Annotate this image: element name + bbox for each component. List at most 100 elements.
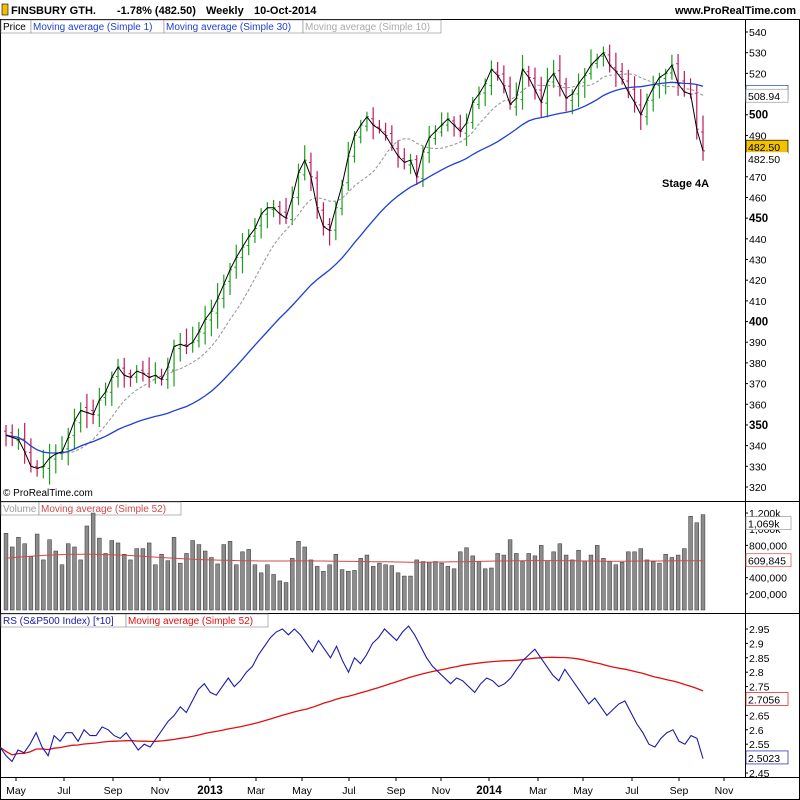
header-site[interactable]: www.ProRealTime.com: [674, 5, 796, 17]
volume-bar: [78, 559, 83, 611]
volume-bar: [178, 562, 183, 611]
rs-label-box: [745, 750, 789, 765]
y-tick-label: 320: [749, 482, 767, 494]
header-period: Weekly: [206, 5, 245, 17]
y-tick-label: 2.8: [749, 667, 764, 679]
volume-bar: [290, 558, 295, 611]
ma10-line: [5, 73, 704, 454]
volume-bar: [383, 564, 388, 611]
volume-bar: [153, 564, 158, 611]
volume-bar: [258, 572, 264, 611]
y-tick-label: 490: [749, 130, 767, 142]
volume-bar: [346, 570, 351, 611]
volume-bar: [557, 543, 563, 611]
volume-label: 1,069k: [748, 519, 780, 531]
x-tick-label: 2013: [197, 785, 223, 797]
volume-bar: [59, 564, 65, 611]
volume-bar: [358, 558, 363, 611]
volume-bar: [520, 561, 525, 611]
volume-bar: [146, 542, 152, 611]
x-tick-label: Nov: [715, 785, 734, 797]
volume-bar: [663, 553, 668, 611]
volume-bar: [688, 516, 693, 611]
volume-bar: [570, 559, 575, 611]
volume-bar: [277, 580, 283, 611]
legend-label: Moving average (Simple 1): [33, 22, 153, 33]
price-label-box: [745, 88, 789, 103]
volume-bar: [22, 543, 27, 611]
volume-bar: [352, 570, 357, 611]
volume-bar: [240, 551, 245, 611]
volume-bar: [451, 568, 457, 611]
y-tick-label: 440: [749, 234, 767, 246]
volume-bar: [414, 559, 419, 611]
volume-bar: [252, 564, 258, 611]
volume-bar: [66, 543, 71, 611]
chart-header: FINSBURY GTH. -1.78% (482.50) Weekly 10-…: [0, 0, 800, 19]
x-tick-label: May: [573, 785, 594, 797]
volume-bar: [476, 561, 482, 611]
volume-bar: [90, 512, 96, 611]
volume-bar: [458, 551, 463, 611]
volume-bar: [327, 564, 332, 611]
volume-bar: [601, 558, 606, 611]
volume-bar: [588, 554, 594, 611]
volume-bar: [215, 563, 220, 611]
volume-bar: [377, 562, 382, 611]
volume-bar: [314, 566, 320, 611]
y-tick-label: 530: [749, 48, 767, 60]
volume-bar: [97, 537, 102, 611]
y-tick-label: 2.9: [749, 638, 764, 650]
volume-bar: [495, 553, 500, 611]
volume-bar: [539, 545, 544, 611]
volume-legend: Volume Moving average (Simple 52): [0, 501, 182, 516]
volume-bar: [265, 564, 270, 611]
volume-ma-line: [5, 553, 703, 563]
volume-bar: [171, 537, 177, 611]
volume-bar: [47, 539, 52, 611]
volume-bar: [582, 560, 587, 611]
header-date: 10-Oct-2014: [254, 5, 317, 17]
volume-bar: [657, 562, 662, 611]
volume-bar: [607, 561, 612, 611]
volume-bar: [613, 564, 619, 611]
volume-bar: [159, 553, 164, 611]
volume-bar: [402, 575, 407, 611]
ma1-line: [5, 51, 704, 469]
volume-bar: [109, 540, 114, 611]
y-tick-label: 2.45: [749, 768, 770, 780]
rs-label-box: [745, 692, 789, 706]
legend-label: RS (S&P500 Index) [*10]: [3, 616, 114, 627]
volume-bar: [16, 537, 21, 611]
volume-bar: [595, 545, 600, 611]
y-tick-label: 540: [749, 27, 767, 39]
y-tick-label: 2.55: [749, 739, 770, 751]
y-tick-label: 2.75: [749, 682, 770, 694]
y-tick-label: 800,000: [749, 540, 787, 552]
volume-bar: [339, 569, 345, 611]
volume-bar: [196, 544, 202, 611]
rs-value-labels: 2.7056 2.5023: [745, 692, 789, 765]
volume-bar: [209, 557, 214, 611]
volume-bar: [308, 559, 314, 611]
y-tick-label: 400,000: [749, 573, 787, 585]
ma30-line: [5, 81, 704, 454]
price-moving-averages: [5, 51, 704, 469]
x-tick-label: Sep: [104, 785, 123, 797]
x-tick-label: Jul: [625, 785, 638, 797]
volume-bar: [470, 555, 475, 611]
price-bars: [4, 44, 705, 485]
volume-bar: [103, 553, 108, 611]
y-tick-label: 430: [749, 255, 767, 267]
volume-bar: [507, 539, 513, 611]
rs-ma-line: [0, 656, 704, 756]
volume-bar: [128, 559, 133, 611]
volume-bar: [483, 568, 488, 611]
volume-bar: [53, 550, 58, 611]
volume-bar: [532, 555, 538, 611]
rs-panel: RS (S&P500 Index) [*10] Moving average (S…: [0, 613, 789, 780]
x-axis: May Jul Sep Nov 2013 Mar May Jul Sep Nov 2014 Mar Ma…: [6, 777, 734, 797]
price-label: 482.50: [748, 142, 780, 154]
rs-lines: [0, 625, 704, 763]
